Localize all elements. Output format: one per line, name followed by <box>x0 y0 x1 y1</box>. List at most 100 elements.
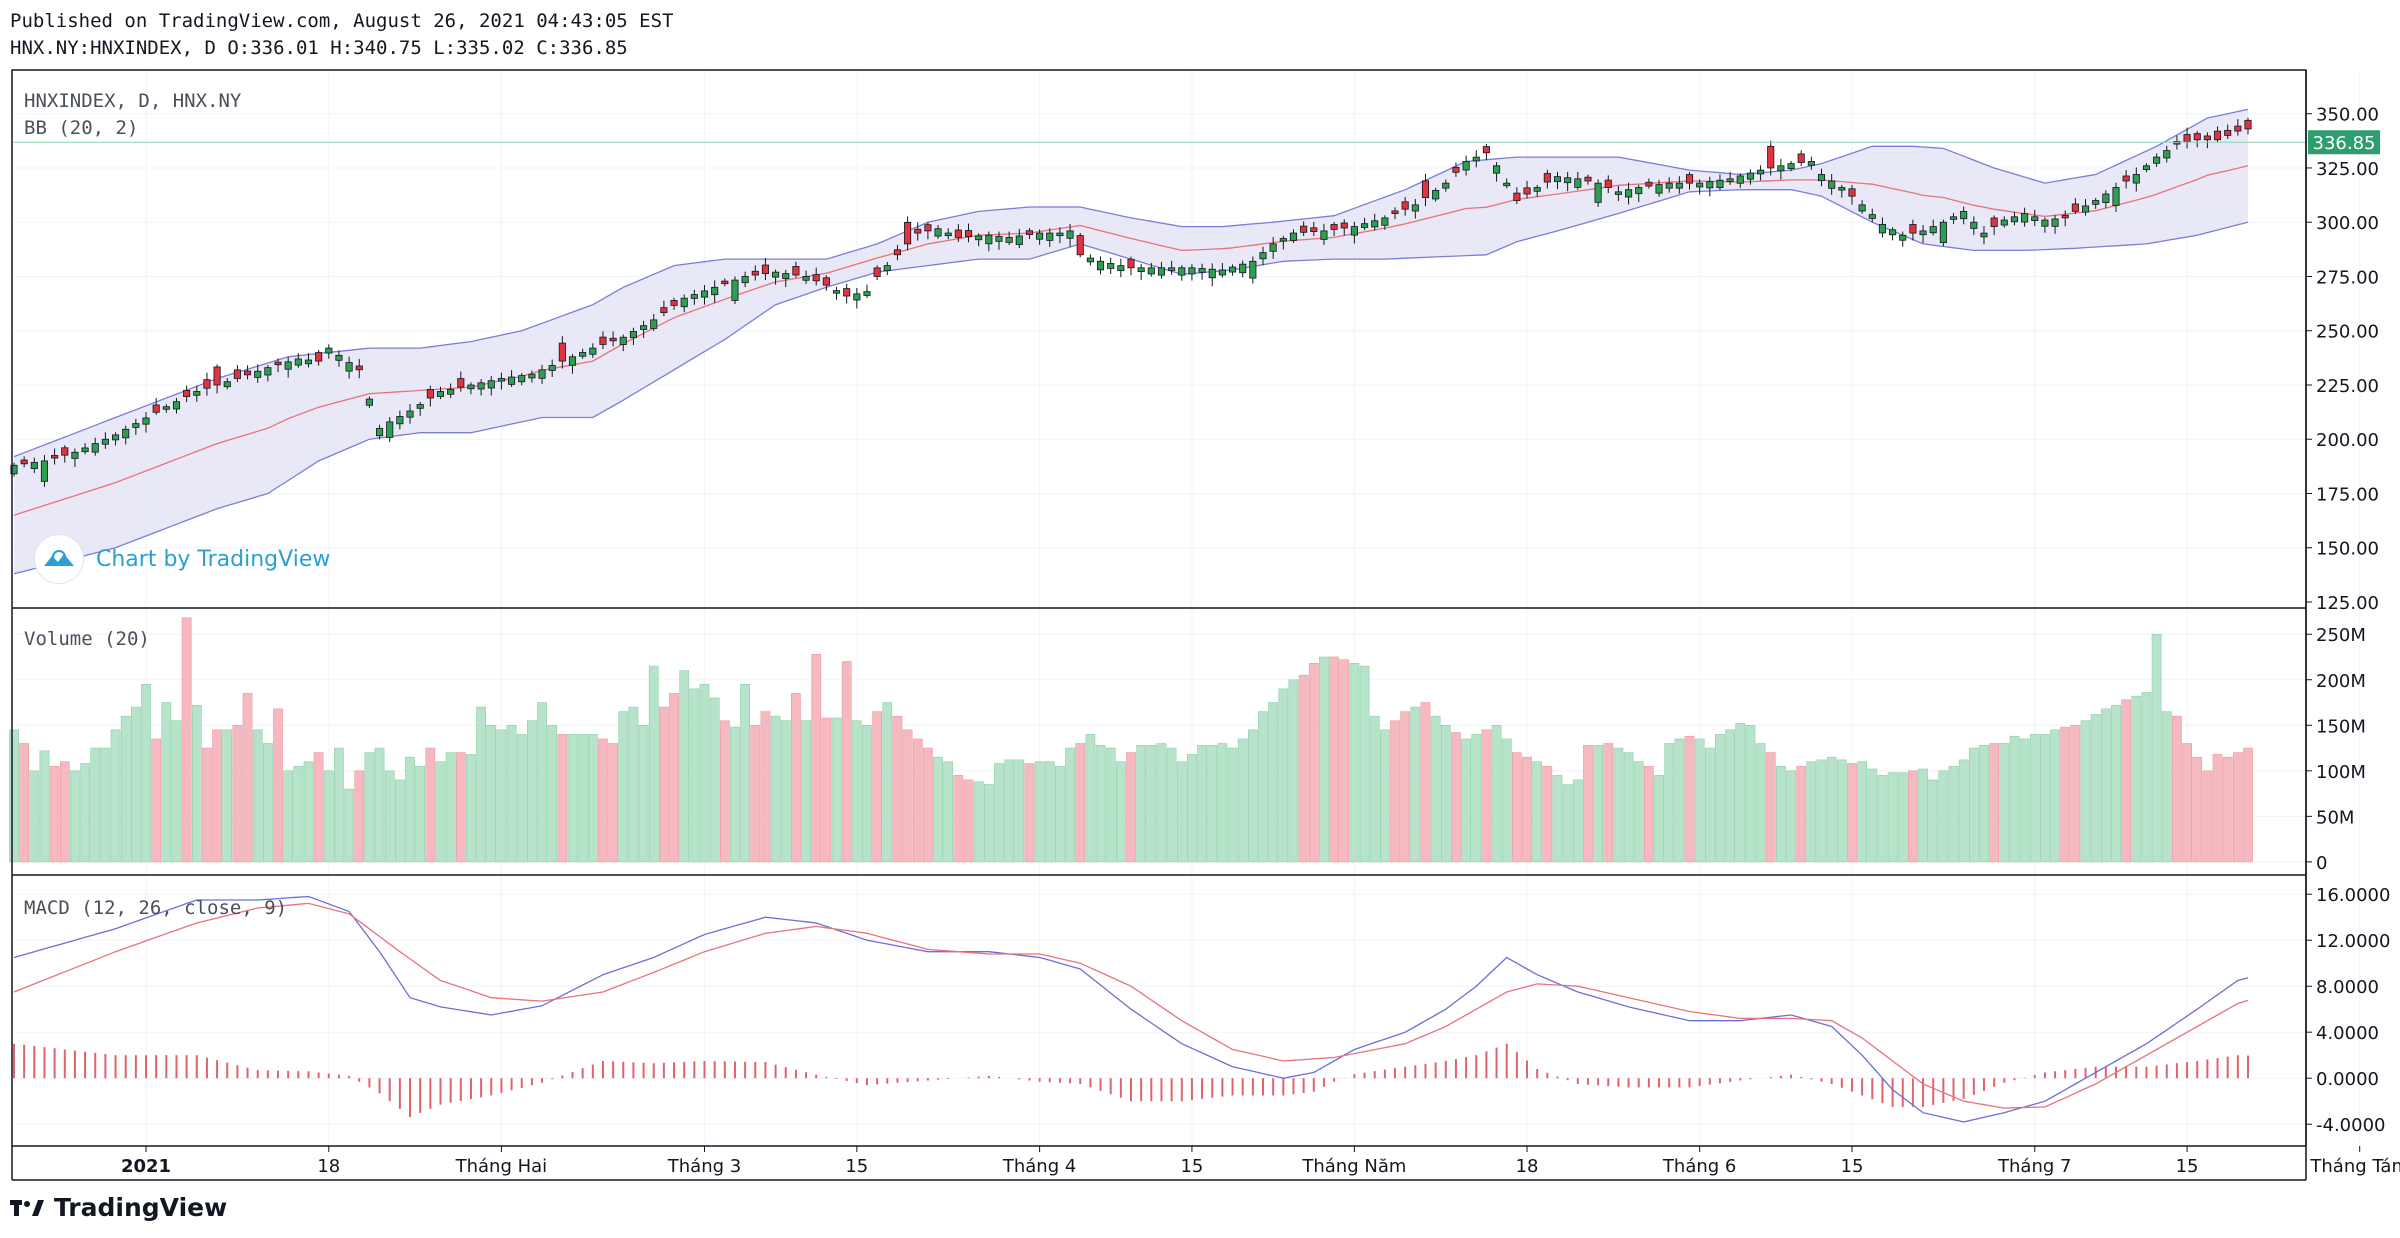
candle-body <box>1817 174 1826 182</box>
x-tick-label: 18 <box>1516 1156 1539 1177</box>
volume-bar <box>252 729 263 863</box>
volume-bar <box>892 715 903 863</box>
candle-body <box>51 455 59 459</box>
candle-body <box>1584 176 1592 182</box>
candle-body <box>964 230 973 238</box>
candle-body <box>843 288 851 297</box>
tradingview-brand[interactable]: TradingView <box>10 1193 227 1222</box>
tradingview-watermark[interactable]: Chart by TradingView <box>34 534 330 584</box>
volume-bar <box>141 684 151 863</box>
volume-bar <box>1979 745 1989 863</box>
y-tick-label: 325.00 <box>2316 159 2379 180</box>
candle-body <box>2102 193 2110 203</box>
volume-bar <box>1410 706 1421 863</box>
candle-body <box>1472 156 1480 162</box>
candle-body <box>1868 214 1876 219</box>
volume-bar <box>1999 743 2010 863</box>
candle-body <box>1807 161 1815 166</box>
candle-body <box>2183 134 2191 143</box>
candle-body <box>1228 266 1237 273</box>
volume-bar <box>1786 770 1796 863</box>
volume-bar <box>1055 765 1065 863</box>
volume-bar <box>902 729 913 863</box>
volume-bar <box>608 743 618 863</box>
volume-bar <box>2019 738 2030 863</box>
candle-body <box>1381 217 1389 226</box>
volume-bar <box>262 743 273 863</box>
candle-body <box>213 366 221 386</box>
y-tick-label: 8.0000 <box>2316 977 2379 998</box>
volume-bar <box>831 717 842 863</box>
volume-bar <box>1968 747 1979 863</box>
time-axis: 2021 18 Tháng Hai Tháng 3 15 Tháng 4 15 Tháng N… <box>121 1146 2400 1177</box>
volume-bar <box>1836 759 1847 863</box>
volume-bar <box>2161 711 2172 863</box>
candle-body <box>802 276 810 281</box>
candle-body <box>558 342 566 362</box>
y-tick-label: 0 <box>2316 853 2327 874</box>
volume-bar <box>1583 745 1593 863</box>
volume-bar <box>1958 759 1969 863</box>
x-tick-label: 15 <box>2176 1156 2199 1177</box>
candle-body <box>1279 238 1287 242</box>
volume-bar <box>1369 715 1380 863</box>
candle-body <box>1574 178 1582 188</box>
candle-body <box>1949 216 1958 220</box>
volume-bar <box>212 729 222 863</box>
volume-legend: Volume (20) <box>24 628 150 650</box>
bb-basis-line <box>13 165 2249 516</box>
volume-bar <box>1451 732 1461 863</box>
volume-bar <box>750 724 761 863</box>
candle-body <box>1432 189 1440 200</box>
volume-bar <box>100 747 111 863</box>
candle-body <box>1137 267 1145 272</box>
tradingview-logo-icon <box>10 1198 46 1218</box>
volume-bar <box>202 747 212 863</box>
volume-bar <box>1938 770 1949 863</box>
macd-histogram <box>13 1043 2249 1118</box>
publish-info: Published on TradingView.com, August 26,… <box>10 10 674 32</box>
volume-bar <box>242 693 253 863</box>
volume-bar <box>973 781 984 863</box>
price-axes: 125.00 150.00 175.00 200.00 225.00 250.00 275.… <box>2306 105 2390 1136</box>
candle-body <box>954 229 962 238</box>
volume-bar <box>313 752 324 863</box>
candle-body <box>1533 187 1541 192</box>
candle-body <box>2071 203 2079 212</box>
volume-bar <box>1065 747 1075 863</box>
candle-body <box>548 365 556 371</box>
volume-bar <box>496 729 507 863</box>
candle-body <box>589 347 597 355</box>
bollinger-fill <box>14 109 2248 574</box>
candle-body <box>700 290 709 298</box>
volume-bar <box>1298 674 1309 863</box>
candle-body <box>162 406 170 410</box>
volume-bar <box>791 693 801 863</box>
candle-body <box>2213 130 2222 141</box>
candle-body <box>2224 130 2232 136</box>
candle-body <box>1604 179 1612 188</box>
candle-body <box>995 235 1003 242</box>
volume-bar <box>29 770 40 863</box>
volume-bar <box>151 738 162 863</box>
volume-bar <box>740 684 750 863</box>
candle-body <box>508 376 516 385</box>
candle-body <box>193 391 201 396</box>
volume-bar <box>2202 770 2213 863</box>
candle-body <box>741 276 749 284</box>
volume-bar <box>1847 763 1857 863</box>
volume-bar <box>1187 754 1197 863</box>
candle-body <box>792 266 800 276</box>
x-tick-label: 2021 <box>121 1156 171 1177</box>
volume-bar <box>1867 768 1878 863</box>
candle-body <box>1838 187 1846 191</box>
candle-body <box>1198 268 1206 273</box>
volume-bar <box>1735 723 1746 863</box>
volume-bar <box>912 738 923 863</box>
candle-body <box>2000 219 2008 226</box>
volume-bar <box>1887 772 1898 863</box>
volume-bar <box>527 720 537 863</box>
x-tick-label: Tháng 4 <box>1002 1156 1076 1177</box>
candle-body <box>1005 237 1013 243</box>
